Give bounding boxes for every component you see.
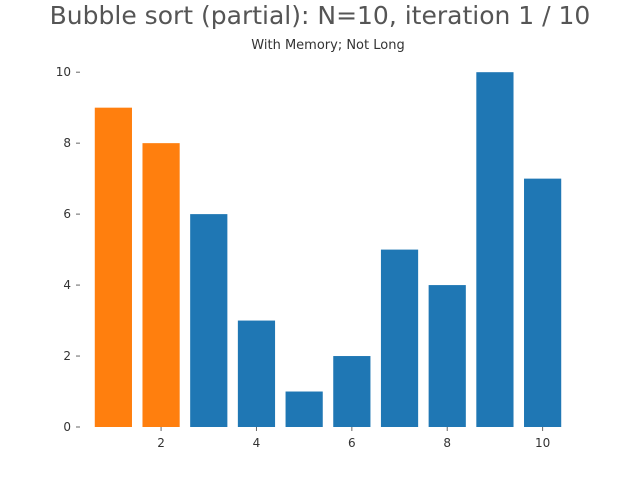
bar-10 xyxy=(524,178,562,427)
bar-4 xyxy=(237,320,276,427)
x-axis: 2 4 6 8 10 xyxy=(157,427,550,450)
y-tick-label-2: 2 xyxy=(63,349,71,363)
bars-group xyxy=(94,72,562,428)
x-tick-label-4: 4 xyxy=(253,436,261,450)
y-tick-label-8: 8 xyxy=(63,136,71,150)
chart-title: Bubble sort (partial): N=10, iteration 1… xyxy=(50,1,591,30)
y-tick-label-4: 4 xyxy=(63,278,71,292)
bar-1 xyxy=(94,107,132,428)
x-tick-label-2: 2 xyxy=(157,436,165,450)
y-axis: 0 2 4 6 8 10 xyxy=(56,65,80,434)
x-tick-label-8: 8 xyxy=(443,436,451,450)
bar-5 xyxy=(285,391,323,427)
bar-2 xyxy=(142,143,180,427)
bar-3 xyxy=(190,214,228,427)
chart-subtitle: With Memory; Not Long xyxy=(251,38,404,53)
bar-6 xyxy=(333,356,371,427)
y-tick-label-0: 0 xyxy=(63,420,71,434)
bar-8 xyxy=(428,285,466,427)
x-tick-label-6: 6 xyxy=(348,436,356,450)
x-tick-label-10: 10 xyxy=(535,436,550,450)
y-tick-label-10: 10 xyxy=(56,65,71,79)
bar-9 xyxy=(476,72,514,427)
y-tick-label-6: 6 xyxy=(63,207,71,221)
bar-7 xyxy=(380,249,419,427)
